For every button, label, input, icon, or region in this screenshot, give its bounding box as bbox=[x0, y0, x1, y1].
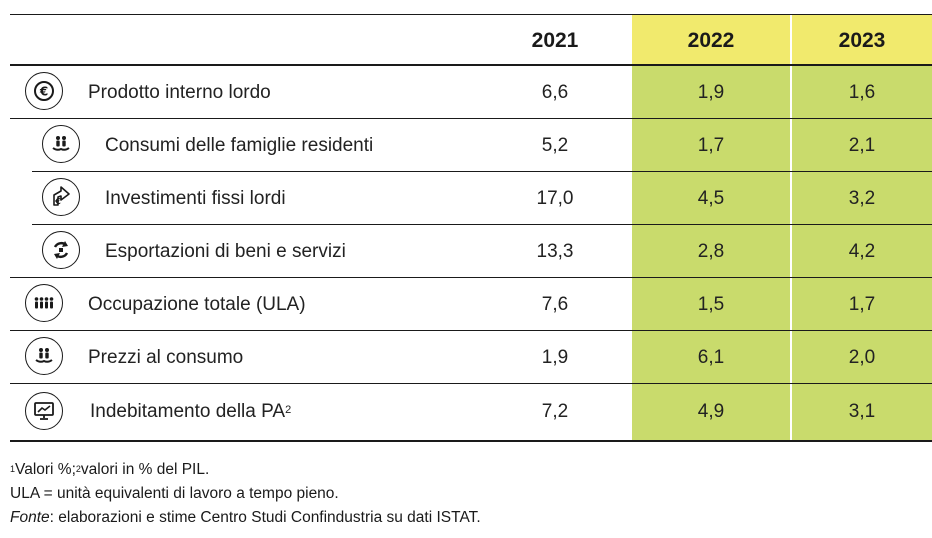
row-label: Prodotto interno lordo bbox=[88, 82, 271, 103]
value-2023: 2,1 bbox=[848, 135, 876, 156]
value-2023: 2,0 bbox=[848, 347, 876, 368]
value-2023: 3,2 bbox=[848, 188, 876, 209]
investment-arrow-icon: € bbox=[42, 178, 80, 216]
note-line-2: ULA = unità equivalenti di lavoro a temp… bbox=[10, 485, 339, 502]
table-row: Occupazione totale (ULA) 7,6 1,5 1,7 bbox=[10, 278, 932, 331]
table-row: Consumi delle famiglie residenti 5,2 1,7… bbox=[10, 119, 932, 172]
header-bottom-rule bbox=[10, 64, 932, 66]
note-line-3: Fonte: elaborazioni e stime Centro Studi… bbox=[10, 509, 481, 526]
header-2021: 2021 bbox=[531, 29, 579, 52]
value-2023: 4,2 bbox=[848, 241, 876, 262]
svg-text:€: € bbox=[39, 85, 48, 99]
table-bottom-rule bbox=[10, 440, 932, 442]
euro-coin-icon: € bbox=[25, 72, 63, 110]
value-2023: 1,7 bbox=[848, 294, 876, 315]
table-row: € Investimenti fissi lordi 17,0 4,5 3,2 bbox=[10, 172, 932, 225]
table-top-rule bbox=[10, 14, 932, 15]
row-label: Consumi delle famiglie residenti bbox=[105, 135, 374, 156]
row-label: Esportazioni di beni e servizi bbox=[105, 241, 346, 262]
family-hand-icon bbox=[42, 125, 80, 163]
row-label: Occupazione totale (ULA) bbox=[88, 294, 306, 315]
workers-group-icon bbox=[25, 284, 63, 322]
forecast-table: 2021 2022 2023 € Prodotto interno lordo … bbox=[10, 14, 932, 442]
consumer-hand-icon bbox=[25, 337, 63, 375]
header-2022: 2022 bbox=[687, 29, 735, 52]
note-line-1: 1Valori %;2valori in % del PIL. bbox=[10, 461, 210, 478]
value-2022: 1,5 bbox=[697, 294, 725, 315]
value-2021: 13,3 bbox=[536, 241, 574, 262]
value-2021: 5,2 bbox=[541, 135, 569, 156]
value-2022: 1,9 bbox=[697, 82, 725, 103]
monitor-chart-icon bbox=[25, 392, 63, 430]
value-2022: 2,8 bbox=[697, 241, 725, 262]
table-row: € Prodotto interno lordo 6,6 1,9 1,6 bbox=[10, 66, 932, 119]
footnote-ref: 2 bbox=[285, 404, 292, 416]
table-notes: 1Valori %;2valori in % del PIL. ULA = un… bbox=[10, 458, 910, 530]
value-2021: 7,2 bbox=[541, 401, 569, 422]
value-2022: 1,7 bbox=[697, 135, 725, 156]
column-2023-highlight bbox=[792, 14, 932, 442]
svg-text:€: € bbox=[54, 197, 61, 206]
value-2021: 1,9 bbox=[541, 347, 569, 368]
value-2022: 4,5 bbox=[697, 188, 725, 209]
value-2022: 4,9 bbox=[697, 401, 725, 422]
value-2023: 3,1 bbox=[848, 401, 876, 422]
header-2023: 2023 bbox=[838, 29, 886, 52]
value-2021: 6,6 bbox=[541, 82, 569, 103]
row-label: Investimenti fissi lordi bbox=[105, 188, 286, 209]
column-2022-highlight bbox=[632, 14, 790, 442]
value-2023: 1,6 bbox=[848, 82, 876, 103]
value-2021: 17,0 bbox=[536, 188, 574, 209]
row-label: Indebitamento della PA2 bbox=[90, 401, 292, 422]
export-arrows-icon bbox=[42, 231, 80, 269]
table-row: Indebitamento della PA2 7,2 4,9 3,1 bbox=[10, 384, 932, 440]
row-label: Prezzi al consumo bbox=[88, 347, 244, 368]
value-2021: 7,6 bbox=[541, 294, 569, 315]
table-row: Prezzi al consumo 1,9 6,1 2,0 bbox=[10, 331, 932, 384]
value-2022: 6,1 bbox=[697, 347, 725, 368]
table-row: Esportazioni di beni e servizi 13,3 2,8 … bbox=[10, 225, 932, 278]
